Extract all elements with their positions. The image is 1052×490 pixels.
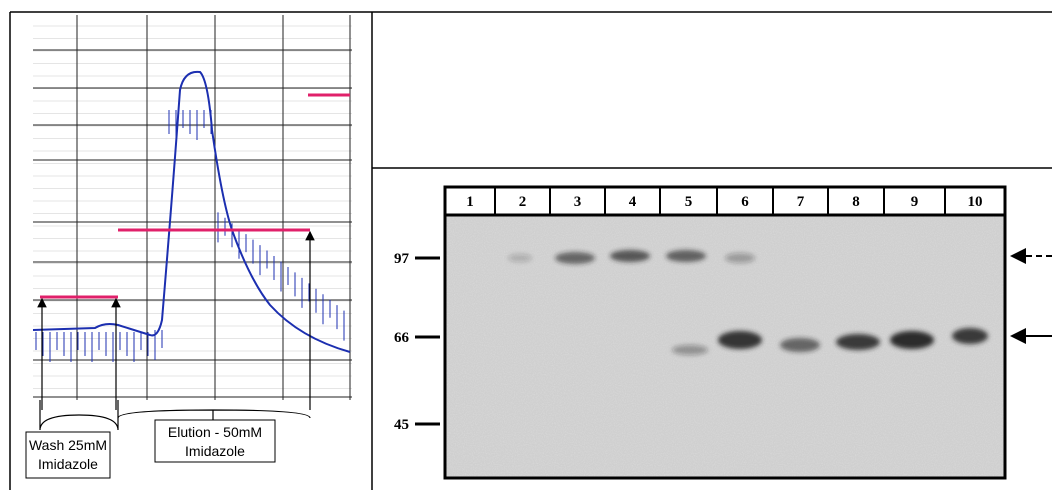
brackets: [37, 230, 315, 431]
lane-label: 4: [629, 194, 637, 210]
markers: 97 66 45: [394, 251, 440, 433]
lane-label: 5: [685, 194, 693, 210]
marker-label: 45: [394, 417, 409, 433]
elution-label: Imidazole: [185, 443, 245, 459]
lane-label: 6: [741, 194, 749, 210]
chromatogram-grid: [33, 15, 352, 400]
bands: [508, 250, 988, 355]
lane-label: 3: [574, 194, 582, 210]
signal-ticks: [35, 110, 345, 362]
lane-label: 7: [797, 194, 805, 210]
gradient-steps: [40, 93, 350, 299]
frame: [9, 11, 1052, 490]
lane-label: 10: [968, 194, 983, 210]
lane-label: 8: [852, 194, 860, 210]
elution-box: [154, 419, 276, 463]
band-arrows: [1010, 248, 1052, 344]
wash-box: [25, 431, 111, 479]
wash-label: Wash 25mM: [29, 437, 107, 453]
chromatogram: [32, 70, 351, 431]
wash-label: Imidazole: [38, 456, 98, 472]
elution-label: Elution - 50mM: [168, 424, 262, 440]
lane-label: 9: [911, 194, 919, 210]
lane-header: [443, 185, 1007, 217]
lane-label: 2: [519, 194, 527, 210]
lanes: 1 2 3 4 5 6 7 8 9 10: [466, 187, 983, 215]
marker-label: 66: [394, 330, 410, 346]
lane-label: 1: [466, 194, 474, 210]
marker-label: 97: [394, 251, 410, 267]
